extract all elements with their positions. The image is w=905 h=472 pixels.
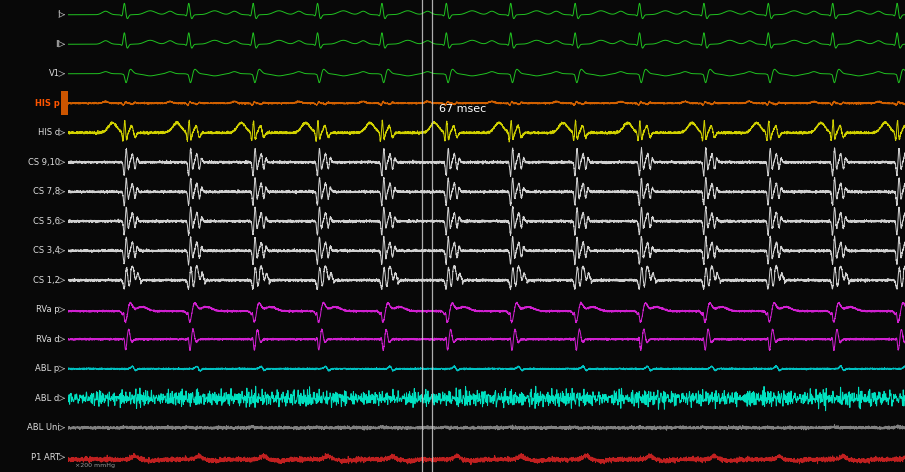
Text: ABL p: ABL p [35, 364, 60, 373]
Text: 67 msec: 67 msec [439, 104, 486, 114]
Text: HIS d: HIS d [38, 128, 60, 137]
Text: P1 ART: P1 ART [31, 453, 60, 462]
Text: ×200 mmHg: ×200 mmHg [75, 463, 115, 468]
Text: CS 1,2: CS 1,2 [33, 276, 60, 285]
Text: HIS p: HIS p [35, 99, 60, 108]
Text: RVa p: RVa p [36, 305, 60, 314]
Text: I: I [57, 10, 60, 19]
Text: ABL d: ABL d [35, 394, 60, 403]
Text: ABL Uni: ABL Uni [27, 423, 60, 432]
Text: CS 3,4: CS 3,4 [33, 246, 60, 255]
Text: II: II [54, 40, 60, 49]
Text: RVa d: RVa d [36, 335, 60, 344]
Text: V1: V1 [49, 69, 60, 78]
Text: CS 5,6: CS 5,6 [33, 217, 60, 226]
Text: CS 7,8: CS 7,8 [33, 187, 60, 196]
FancyBboxPatch shape [61, 92, 68, 115]
Text: CS 9,10: CS 9,10 [28, 158, 60, 167]
